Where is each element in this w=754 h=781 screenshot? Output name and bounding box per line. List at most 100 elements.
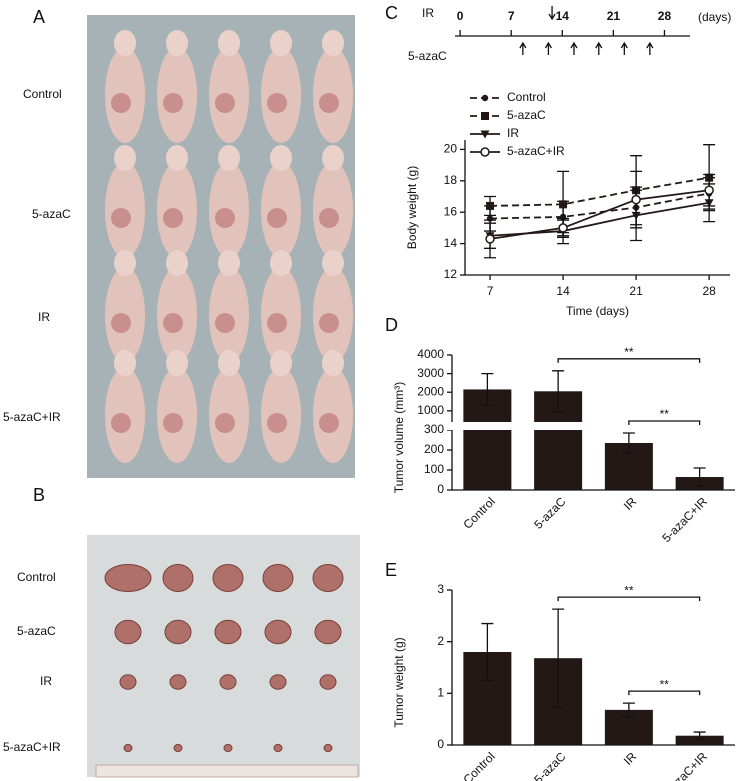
series-line bbox=[489, 201, 710, 237]
significance-bracket bbox=[628, 420, 701, 425]
mouse-tumor bbox=[267, 413, 287, 433]
tumor bbox=[104, 564, 152, 592]
y-tick-label: 3000 bbox=[417, 366, 444, 380]
panel-label: A bbox=[33, 7, 45, 27]
error-bar bbox=[481, 372, 494, 406]
x-tick-label: 21 bbox=[629, 284, 643, 298]
y-tick-label: 2 bbox=[437, 634, 444, 648]
arrow bbox=[595, 41, 603, 55]
significance-label: ** bbox=[660, 407, 670, 421]
legend-label: 5-azaC+IR bbox=[507, 144, 565, 158]
y-tick-label: 3 bbox=[437, 582, 444, 596]
row-label: 5-azaC bbox=[17, 624, 56, 638]
marker bbox=[480, 130, 490, 139]
y-tick-label: 0 bbox=[437, 482, 444, 496]
tumor bbox=[314, 619, 342, 645]
mouse-tumor bbox=[319, 93, 339, 113]
x-tick-label: 7 bbox=[487, 284, 494, 298]
tumor bbox=[164, 619, 192, 645]
y-axis-label: Body weight (g) bbox=[405, 166, 419, 249]
bar bbox=[675, 735, 724, 745]
legend-label: IR bbox=[507, 126, 519, 140]
mouse-tumor bbox=[319, 313, 339, 333]
mouse-tumor bbox=[111, 208, 131, 228]
mouse-tumor bbox=[267, 208, 287, 228]
y-tick-label: 100 bbox=[424, 462, 444, 476]
mice bbox=[105, 30, 353, 463]
x-tick-label: 14 bbox=[556, 284, 570, 298]
panel-label: E bbox=[385, 560, 397, 580]
significance-bracket bbox=[557, 358, 701, 363]
tumor bbox=[169, 674, 187, 690]
error-bar bbox=[481, 622, 494, 682]
marker bbox=[558, 223, 568, 233]
tumor bbox=[262, 564, 294, 592]
marker bbox=[480, 147, 490, 157]
axis-break bbox=[444, 422, 737, 430]
tumor bbox=[273, 743, 283, 753]
y-tick-label: 1000 bbox=[417, 403, 444, 417]
tumor bbox=[312, 564, 344, 592]
tumor bbox=[119, 674, 137, 690]
tumor bbox=[173, 743, 183, 753]
mouse-head bbox=[114, 145, 136, 171]
tumor bbox=[319, 674, 337, 690]
mouse-tumor bbox=[163, 413, 183, 433]
timeline-tick-label: 14 bbox=[556, 9, 570, 23]
mouse-head bbox=[114, 30, 136, 56]
tumor bbox=[223, 743, 233, 753]
row-label: IR bbox=[40, 674, 52, 688]
tumor bbox=[323, 743, 333, 753]
row-label: 5-azaC+IR bbox=[3, 740, 61, 754]
mouse-head bbox=[218, 350, 240, 376]
marker bbox=[559, 200, 568, 209]
mouse-head bbox=[218, 250, 240, 276]
marker bbox=[631, 194, 641, 205]
tumor bbox=[264, 619, 292, 645]
tumor bbox=[162, 564, 194, 592]
x-tick-label: 5-azaC bbox=[531, 494, 568, 531]
marker bbox=[485, 234, 495, 244]
mouse-head bbox=[114, 250, 136, 276]
mouse-head bbox=[322, 30, 344, 56]
arrow bbox=[570, 41, 578, 55]
tumors bbox=[104, 564, 344, 753]
arrow bbox=[544, 41, 552, 55]
mouse-tumor bbox=[215, 208, 235, 228]
timeline-label: IR bbox=[422, 6, 434, 20]
timeline-tick-label: 7 bbox=[508, 9, 515, 23]
y-tick-label: 200 bbox=[424, 442, 444, 456]
row-label: 5-azaC+IR bbox=[3, 410, 61, 424]
mouse-tumor bbox=[319, 413, 339, 433]
mouse-tumor bbox=[215, 93, 235, 113]
mouse-head bbox=[218, 30, 240, 56]
mouse-tumor bbox=[267, 93, 287, 113]
mouse-head bbox=[270, 30, 292, 56]
mouse-head bbox=[322, 350, 344, 376]
error-bar bbox=[622, 432, 635, 454]
mouse-head bbox=[114, 350, 136, 376]
mouse-tumor bbox=[111, 93, 131, 113]
y-tick-label: 300 bbox=[424, 422, 444, 436]
mouse-head bbox=[218, 145, 240, 171]
marker bbox=[481, 112, 489, 120]
timeline-unit: (days) bbox=[698, 10, 731, 24]
mouse-tumor bbox=[267, 313, 287, 333]
series-line bbox=[490, 192, 710, 220]
tumor bbox=[269, 674, 287, 690]
arrow bbox=[548, 6, 556, 21]
axes bbox=[464, 140, 730, 276]
bar bbox=[463, 389, 512, 490]
mouse-tumor bbox=[111, 313, 131, 333]
x-tick-label: IR bbox=[621, 749, 640, 768]
significance-label: ** bbox=[624, 583, 634, 597]
mouse-head bbox=[270, 250, 292, 276]
arrow bbox=[646, 41, 654, 55]
mouse-head bbox=[322, 250, 344, 276]
tumor bbox=[212, 564, 244, 592]
timeline-tick-label: 21 bbox=[607, 9, 621, 23]
marker bbox=[704, 185, 714, 195]
row-label: IR bbox=[38, 310, 50, 324]
y-tick-label: 18 bbox=[444, 173, 458, 187]
